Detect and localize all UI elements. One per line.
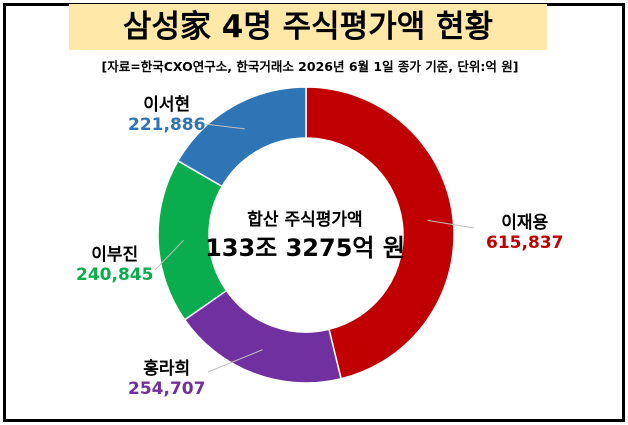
center-total: 133조 3275억 원 xyxy=(205,234,405,262)
leader-line-이부진 xyxy=(154,239,184,271)
slice-value: 254,707 xyxy=(128,379,206,399)
donut-slice-홍라희 xyxy=(183,289,343,384)
slice-value: 240,845 xyxy=(76,265,154,285)
source-note: [자료=한국CXO연구소, 한국거래소 2026년 6월 1일 종가 기준, 단… xyxy=(101,59,519,74)
slice-label-이서현: 이서현 221,886 xyxy=(128,90,205,135)
slice-name: 홍라희 xyxy=(143,359,191,379)
slice-value: 615,837 xyxy=(486,233,564,253)
chart-title: 삼성家 4명 주식평가액 현황 xyxy=(69,4,547,50)
slice-label-이부진: 이부진 240,845 xyxy=(76,240,153,285)
slice-label-홍라희: 홍라희 254,707 xyxy=(128,354,205,399)
leader-line-홍라희 xyxy=(207,349,263,373)
donut-slice-이재용 xyxy=(305,86,455,380)
slice-name: 이재용 xyxy=(501,213,549,233)
slice-name: 이서현 xyxy=(143,95,191,115)
leader-lines xyxy=(154,119,475,373)
donut-slices xyxy=(157,86,455,384)
slice-value: 221,886 xyxy=(128,115,206,135)
leader-line-이재용 xyxy=(427,219,475,229)
slice-name: 이부진 xyxy=(91,245,139,265)
leader-line-이서현 xyxy=(171,119,245,130)
slice-label-이재용: 이재용 615,837 xyxy=(486,208,563,253)
center-label: 합산 주식평가액 xyxy=(247,210,363,230)
